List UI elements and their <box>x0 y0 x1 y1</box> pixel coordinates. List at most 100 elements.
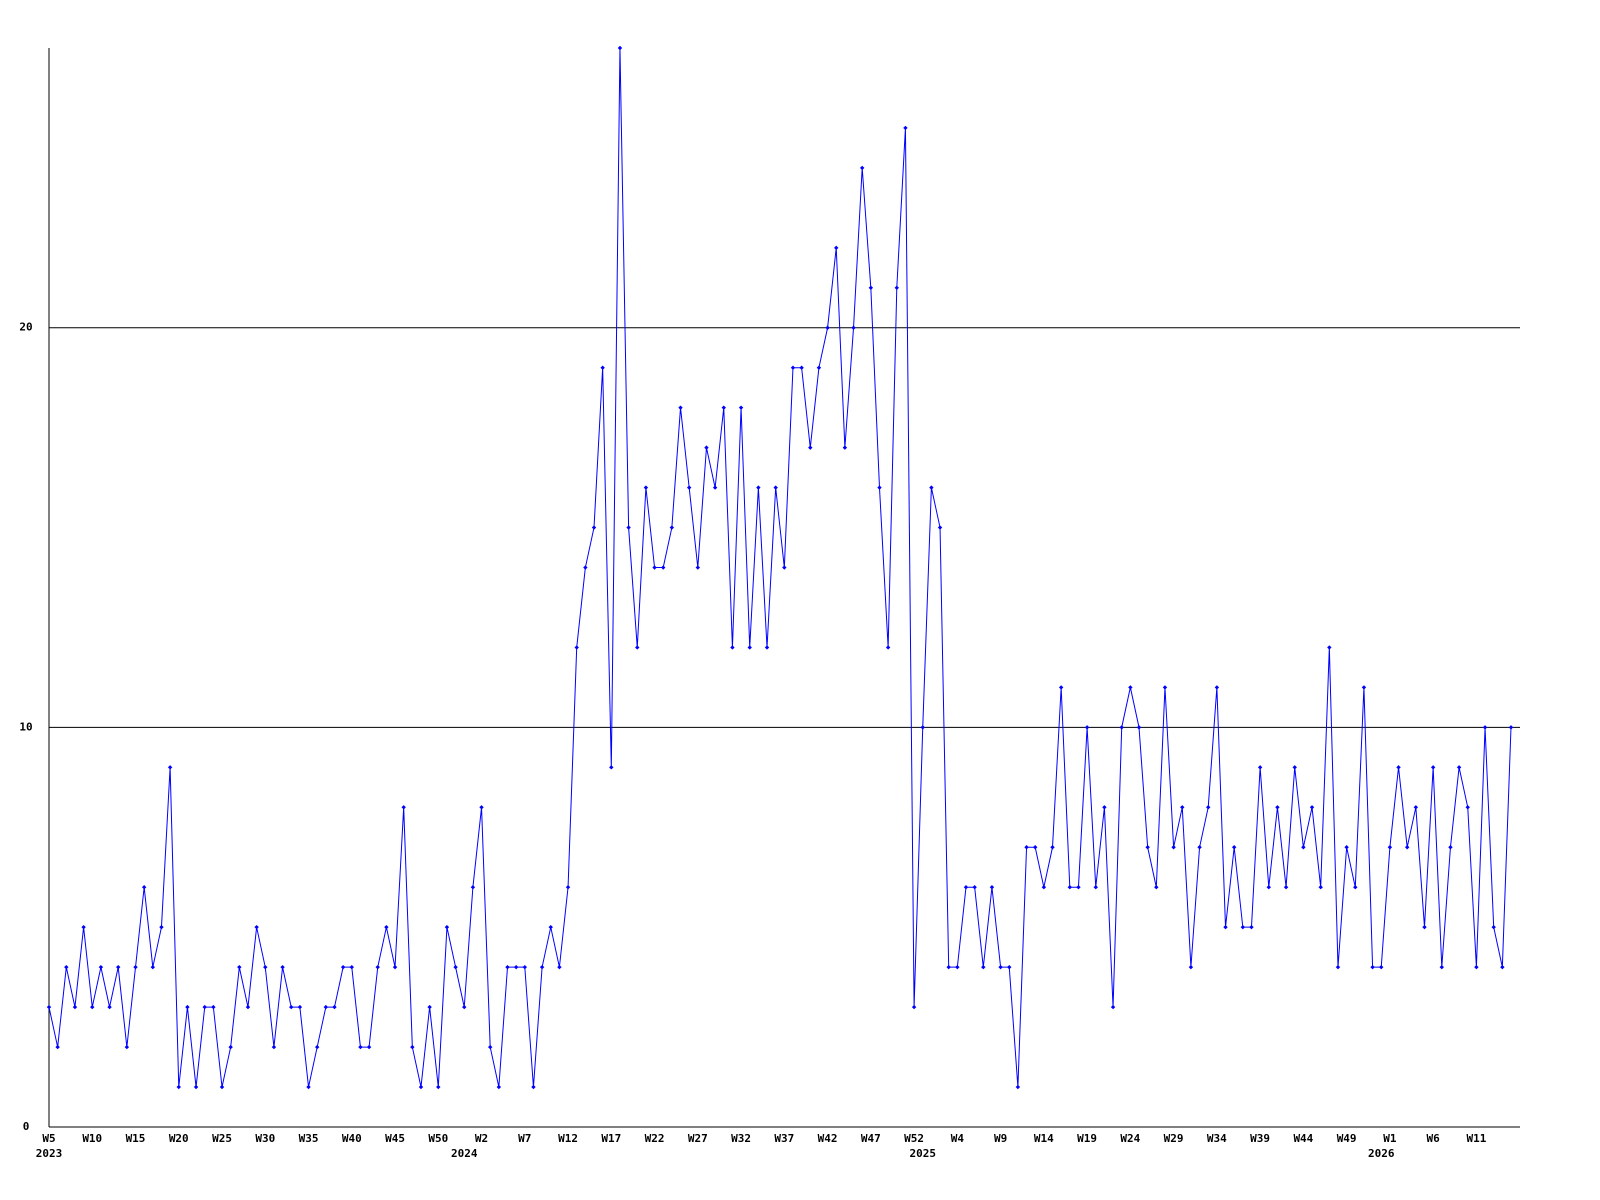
y-tick-label: 20 <box>19 321 32 334</box>
data-point <box>972 885 977 890</box>
x-tick-label: W35 <box>299 1132 319 1145</box>
data-point <box>90 1004 95 1010</box>
data-point <box>245 1004 251 1010</box>
data-point <box>1465 805 1470 810</box>
data-point <box>505 964 510 970</box>
data-point <box>669 525 675 530</box>
data-point <box>1050 845 1055 850</box>
data-point <box>427 1004 432 1010</box>
x-tick-label: W39 <box>1250 1132 1270 1145</box>
data-point <box>219 1084 225 1090</box>
data-point <box>228 1044 233 1050</box>
x-tick-label: W4 <box>951 1132 965 1145</box>
data-point <box>323 1004 329 1010</box>
x-tick-label: W32 <box>731 1132 751 1145</box>
data-point <box>868 285 874 290</box>
data-point <box>686 485 692 490</box>
data-point <box>418 1084 424 1090</box>
data-point <box>617 45 623 51</box>
data-point <box>237 964 242 970</box>
data-point <box>1456 765 1462 770</box>
data-point <box>981 964 986 970</box>
data-point <box>1162 685 1168 690</box>
data-point <box>167 765 173 770</box>
data-point <box>81 924 86 930</box>
x-tick-label: W44 <box>1293 1132 1313 1145</box>
x-tick-label: W12 <box>558 1132 578 1145</box>
data-point <box>1413 805 1419 810</box>
data-point <box>46 1004 52 1010</box>
data-point <box>1119 725 1124 730</box>
x-tick-label: W29 <box>1164 1132 1184 1145</box>
x-tick-label: W17 <box>601 1132 621 1145</box>
data-point <box>453 964 458 970</box>
data-point <box>98 964 104 970</box>
data-point <box>1448 845 1453 850</box>
data-point <box>1266 885 1271 890</box>
data-point <box>496 1084 502 1090</box>
data-point <box>124 1044 130 1050</box>
data-point <box>193 1084 199 1090</box>
data-point <box>55 1044 60 1050</box>
data-point <box>470 885 476 890</box>
data-point <box>609 765 614 770</box>
data-point <box>842 445 848 450</box>
data-point <box>695 565 701 570</box>
data-point <box>64 964 69 970</box>
x-tick-label: W19 <box>1077 1132 1097 1145</box>
data-point <box>825 325 830 330</box>
data-point <box>851 325 856 330</box>
data-point <box>721 405 726 410</box>
data-point <box>591 525 597 530</box>
data-point <box>271 1044 277 1050</box>
data-point <box>565 885 571 890</box>
data-point <box>903 125 908 131</box>
data-point <box>531 1084 536 1090</box>
data-point <box>1231 845 1237 850</box>
data-point <box>1093 885 1098 890</box>
data-point <box>929 485 934 490</box>
data-point <box>1335 964 1341 970</box>
x-tick-label: W11 <box>1466 1132 1486 1145</box>
data-point <box>522 964 527 970</box>
x-year-label: 2023 <box>36 1147 63 1160</box>
x-tick-label: W14 <box>1034 1132 1054 1145</box>
x-tick-label: W5 <box>42 1132 55 1145</box>
data-point <box>756 485 761 490</box>
data-point <box>1353 885 1358 890</box>
data-point <box>1318 885 1323 890</box>
data-point <box>1067 885 1073 890</box>
data-point <box>539 964 545 970</box>
data-point <box>479 805 484 810</box>
data-point <box>557 964 562 970</box>
data-point <box>1145 845 1150 850</box>
data-point <box>107 1004 112 1010</box>
data-point <box>1327 645 1332 650</box>
data-point <box>764 645 770 650</box>
data-point <box>410 1044 415 1050</box>
data-point <box>1058 685 1064 690</box>
data-point <box>1257 765 1263 770</box>
data-point <box>375 964 380 970</box>
data-point <box>635 645 640 650</box>
data-point <box>1076 885 1081 890</box>
data-point <box>1128 685 1133 690</box>
data-point <box>1404 845 1410 850</box>
data-point <box>704 445 709 450</box>
data-point <box>176 1084 181 1090</box>
data-point <box>1500 964 1505 970</box>
data-point <box>790 365 796 370</box>
data-point <box>289 1004 294 1010</box>
x-tick-label: W24 <box>1120 1132 1140 1145</box>
x-tick-label: W50 <box>428 1132 448 1145</box>
x-tick-label: W40 <box>342 1132 362 1145</box>
data-point <box>574 645 579 650</box>
data-point <box>747 645 752 650</box>
data-line <box>48 47 1512 1088</box>
data-point <box>1223 924 1228 930</box>
data-point <box>1136 725 1142 730</box>
data-point <box>444 924 450 930</box>
data-point <box>1370 964 1375 970</box>
x-tick-label: W6 <box>1427 1132 1441 1145</box>
